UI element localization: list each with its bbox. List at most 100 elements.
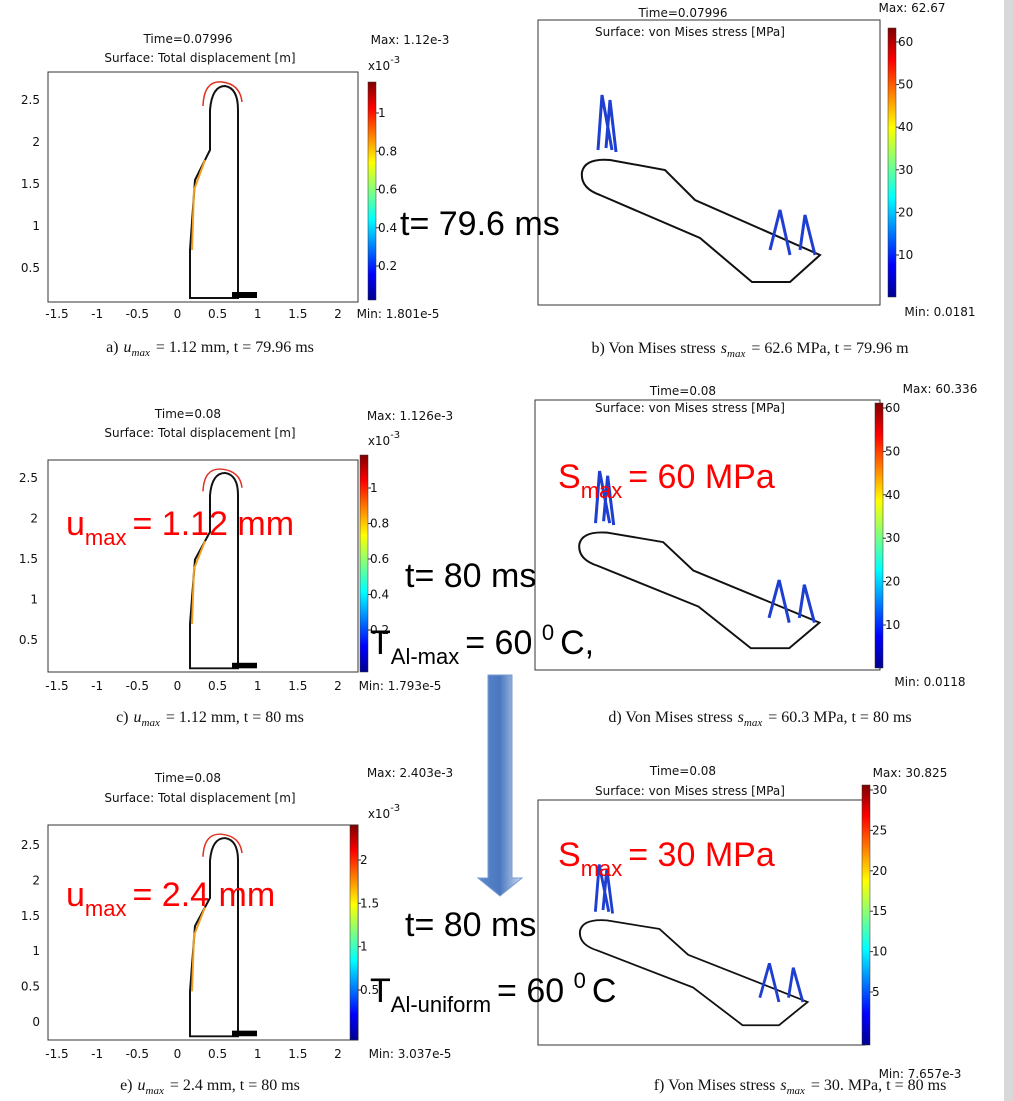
colorbar [887, 27, 897, 298]
colorbar-tick-label: 0.2 [370, 623, 389, 637]
colorbar-tick-label: 60 [898, 35, 913, 49]
caption-variable: u [138, 1077, 146, 1094]
colorbar-tick-label: 40 [885, 488, 900, 502]
annotation-sub: max [85, 896, 127, 921]
outline [189, 837, 239, 1038]
structure [578, 836, 810, 1027]
colorbar-exponent: x10-3 [368, 55, 400, 73]
caption-variable: u [124, 339, 132, 356]
edge-strip [1004, 0, 1013, 1101]
panel: Time=0.07996 Surface: Total displacement … [21, 32, 449, 359]
annotation-text: S [558, 836, 581, 874]
colorbar-tick-label: 1 [360, 940, 368, 954]
caption: f) Von Mises stress smax = 30. MPa, t = 80… [654, 1077, 947, 1097]
exponent-base: x10 [368, 59, 390, 73]
y-tick-label: 2.5 [21, 838, 40, 852]
base-block [232, 292, 257, 298]
caption-prefix: f) Von Mises stress [654, 1077, 776, 1094]
annotation: TAl-max = 60 0 C, [370, 620, 594, 669]
x-tick-label: 2 [334, 1047, 342, 1061]
colorbar-exponent: x10-3 [368, 803, 400, 821]
annotation-sub: max [581, 478, 623, 503]
annotation-sub: Al-uniform [391, 992, 491, 1017]
x-tick-label: 0 [174, 679, 182, 693]
panel-surface: Surface: Total displacement [m] [104, 51, 295, 65]
y-tick-label: 1 [32, 219, 40, 233]
panel-surface: Surface: von Mises stress [MPa] [595, 401, 785, 415]
deformed-side [191, 159, 206, 251]
outline [578, 919, 810, 1027]
plot-area [47, 824, 359, 1041]
x-tick-label: 0.5 [208, 1047, 227, 1061]
caption-variable: s [721, 340, 727, 357]
colorbar-min: Min: 0.0118 [894, 675, 965, 689]
caption-rest: = 30. MPa, t = 80 ms [811, 1077, 946, 1094]
colorbar-tick-label: 2 [360, 853, 368, 867]
colorbar-min: Min: 3.037e-5 [369, 1047, 452, 1061]
caption: a) umax = 1.12 mm, t = 79.96 ms [106, 339, 314, 359]
plot-area [47, 71, 359, 303]
annotation-text: u [66, 505, 85, 543]
stress-blue [593, 864, 805, 1003]
outline [189, 84, 239, 299]
panel-surface: Surface: Total displacement [m] [104, 791, 295, 805]
colorbar-tick-label: 15 [872, 904, 887, 918]
outline [580, 158, 822, 283]
annotation-sub: max [85, 525, 127, 550]
y-tick-label: 1.5 [19, 552, 38, 566]
caption-rest: = 62.6 MPa, t = 79.96 m [751, 340, 909, 357]
annotation: t= 80 ms [405, 557, 536, 595]
x-tick-label: 2 [334, 679, 342, 693]
x-tick-label: 1.5 [288, 1047, 307, 1061]
caption-rest: = 1.12 mm, t = 80 ms [166, 709, 304, 726]
caption: b) Von Mises stress smax = 62.6 MPa, t = 7… [591, 340, 909, 360]
colorbar-min: Min: 0.0181 [904, 305, 975, 319]
structure [580, 62, 822, 283]
deformed-top [202, 833, 243, 857]
panel-surface: Surface: Total displacement [m] [104, 426, 295, 440]
caption-subscript: max [146, 1085, 164, 1097]
colorbar-tick-label: 1.5 [360, 896, 379, 910]
colorbar-min: Min: 1.793e-5 [359, 679, 442, 693]
deformed-top [202, 81, 243, 107]
panel-time: Time=0.08 [154, 771, 221, 785]
annotation-text: C, [560, 624, 594, 662]
x-tick-label: 0.5 [208, 307, 227, 321]
annotation: umax = 2.4 mm [66, 876, 275, 921]
annotation-text: T [370, 624, 391, 662]
annotation-text: t= 79.6 ms [400, 205, 560, 243]
colorbar-tick-label: 0.8 [378, 144, 397, 158]
y-tick-label: 1.5 [21, 909, 40, 923]
y-tick-label: 1 [32, 944, 40, 958]
panel-surface: Surface: von Mises stress [MPa] [595, 784, 785, 798]
colorbar-tick-label: 50 [885, 444, 900, 458]
panel: Time=0.08 Surface: Total displacement [m]… [21, 766, 453, 1097]
colorbar-tick-label: 50 [898, 78, 913, 92]
annotation-sup: 0 [574, 968, 586, 993]
panel-time: Time=0.07996 [637, 6, 727, 20]
annotation-text: = 30 MPa [628, 836, 775, 874]
panel-time: Time=0.08 [649, 384, 716, 398]
x-tick-label: 0.5 [208, 679, 227, 693]
y-tick-label: 2.5 [19, 471, 38, 485]
colorbar [874, 402, 884, 669]
x-tick-label: -1 [91, 307, 103, 321]
colorbar-tick-label: 10 [872, 945, 887, 959]
colorbar-tick-label: 20 [885, 575, 900, 589]
caption-prefix: e) [120, 1077, 132, 1094]
y-tick-label: 2 [30, 512, 38, 526]
caption-rest: = 1.12 mm, t = 79.96 ms [156, 339, 314, 356]
caption-subscript: max [727, 348, 745, 360]
x-tick-label: -0.5 [126, 679, 149, 693]
stress-blue [594, 470, 816, 623]
colorbar-min: Min: 7.657e-3 [879, 1067, 962, 1081]
colorbar [861, 784, 871, 1046]
colorbar-tick-label: 0.6 [370, 552, 389, 566]
y-tick-label: 2 [32, 873, 40, 887]
exponent-power: -3 [390, 803, 400, 814]
colorbar-tick-label: 40 [898, 120, 913, 134]
y-tick-label: 0.5 [21, 980, 40, 994]
x-tick-label: -0.5 [126, 307, 149, 321]
panel-time: Time=0.08 [154, 407, 221, 421]
annotation: t= 79.6 ms [400, 205, 560, 243]
